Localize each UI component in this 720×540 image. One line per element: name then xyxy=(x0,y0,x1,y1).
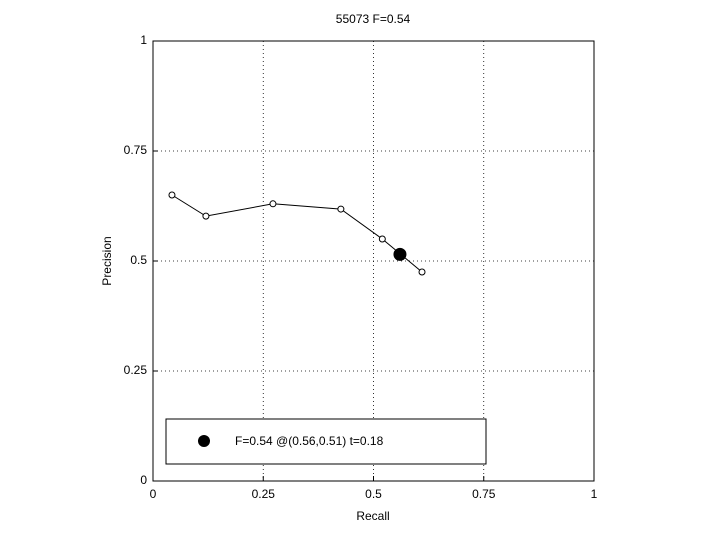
point xyxy=(337,205,345,213)
point xyxy=(378,235,386,243)
chart-title: 55073 F=0.54 xyxy=(336,12,411,26)
legend-marker xyxy=(198,435,210,447)
y-tick-label: 0 xyxy=(140,473,147,487)
series-line xyxy=(171,194,423,273)
legend-label: F=0.54 @(0.56,0.51) t=0.18 xyxy=(235,434,384,448)
point xyxy=(269,200,277,208)
y-tick-label: 1 xyxy=(140,33,147,47)
x-tick-label: 0.75 xyxy=(472,487,496,501)
y-axis-label: Precision xyxy=(100,236,114,285)
x-tick-label: 1 xyxy=(591,487,598,501)
y-tick-label: 0.75 xyxy=(124,143,148,157)
y-tick-label: 0.25 xyxy=(124,363,148,377)
highlight-point xyxy=(393,247,407,261)
y-tick-label: 0.5 xyxy=(130,253,147,267)
point xyxy=(418,268,426,276)
legend-box xyxy=(165,418,487,465)
x-axis-label: Recall xyxy=(356,509,389,523)
x-tick-label: 0 xyxy=(150,487,157,501)
point xyxy=(202,212,210,220)
x-tick-label: 0.25 xyxy=(252,487,276,501)
x-tick-label: 0.5 xyxy=(365,487,382,501)
point xyxy=(168,191,176,199)
